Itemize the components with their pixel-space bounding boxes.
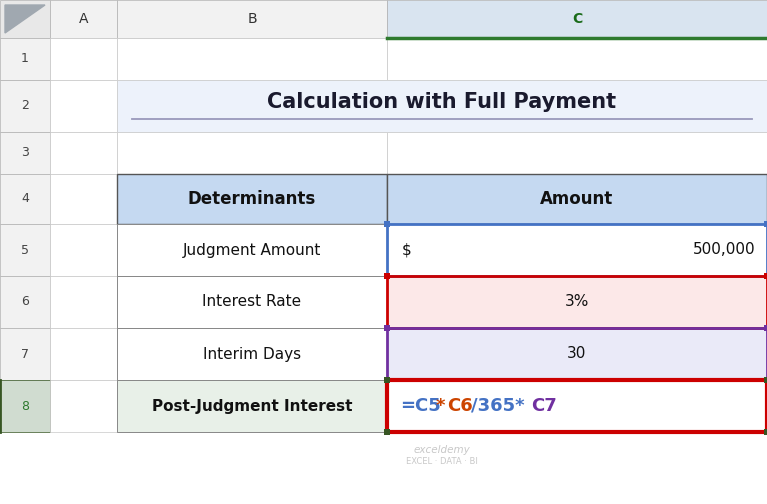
Text: A: A [79,12,88,26]
Bar [387,174,767,224]
Bar [117,0,387,38]
Bar [764,377,767,383]
Bar [50,132,117,174]
Text: exceldemy: exceldemy [413,445,470,455]
Text: C6: C6 [448,397,473,415]
Text: Interim Days: Interim Days [203,347,301,361]
Text: C: C [572,12,582,26]
Text: =C5: =C5 [400,397,441,415]
Bar [384,325,390,331]
Bar [387,80,767,132]
Text: Calculation with Full Payment: Calculation with Full Payment [268,92,617,112]
Text: Interest Rate: Interest Rate [202,294,301,309]
Bar [387,380,767,432]
Bar [764,325,767,331]
Bar [384,377,390,383]
Bar [117,380,387,432]
Bar [387,224,767,276]
Text: B: B [247,12,257,26]
Bar [0,224,50,276]
Bar [384,429,390,435]
Bar [50,380,117,432]
Text: Amount: Amount [541,190,614,208]
Text: 30: 30 [568,347,587,361]
Bar [117,276,387,328]
Text: 4: 4 [21,193,29,206]
Text: 3: 3 [21,147,29,159]
Bar [0,0,50,38]
Bar [387,328,767,380]
Text: EXCEL · DATA · BI: EXCEL · DATA · BI [406,458,478,467]
Bar [764,273,767,279]
Bar [50,38,117,80]
Text: Post-Judgment Interest: Post-Judgment Interest [152,399,352,413]
Text: 5: 5 [21,243,29,257]
Bar [117,380,387,432]
Bar [387,380,767,432]
Bar [384,325,390,331]
Bar [50,80,117,132]
Bar [387,0,767,38]
Bar [117,328,387,380]
Text: 2: 2 [21,99,29,112]
Bar [117,80,767,132]
Text: 500,000: 500,000 [693,242,755,258]
Bar [117,132,387,174]
Bar [0,328,50,380]
Bar [384,377,390,383]
Bar [117,328,387,380]
Bar [764,377,767,383]
Text: C7: C7 [531,397,557,415]
Text: $: $ [402,242,412,258]
Bar [387,38,767,80]
Bar [0,380,50,432]
Text: 3%: 3% [565,294,589,309]
Text: Judgment Amount: Judgment Amount [183,242,321,258]
Text: *: * [436,397,445,415]
Polygon shape [5,5,45,33]
Text: 7: 7 [21,347,29,360]
Text: 8: 8 [21,400,29,412]
Bar [117,174,387,224]
Bar [0,174,50,224]
Bar [764,325,767,331]
Bar [117,224,387,276]
Bar [387,276,767,328]
Bar [0,132,50,174]
Bar [764,429,767,435]
Bar [117,80,387,132]
Bar [117,174,387,224]
Text: 6: 6 [21,295,29,308]
Bar [50,224,117,276]
Bar [0,80,50,132]
Bar [387,380,767,432]
Bar [387,174,767,224]
Text: /365*: /365* [472,397,525,415]
Bar [387,276,767,328]
Bar [387,224,767,276]
Bar [117,276,387,328]
Bar [387,276,767,328]
Bar [50,0,117,38]
Bar [387,328,767,380]
Bar [50,276,117,328]
Bar [117,38,387,80]
Bar [0,38,50,80]
Text: Determinants: Determinants [188,190,316,208]
Bar [50,328,117,380]
Bar [387,328,767,380]
Bar [384,273,390,279]
Bar [117,224,387,276]
Bar [387,132,767,174]
Bar [384,221,390,227]
Bar [0,276,50,328]
Bar [764,273,767,279]
Text: 1: 1 [21,52,29,66]
Bar [764,221,767,227]
Bar [384,273,390,279]
Bar [387,224,767,276]
Bar [50,174,117,224]
